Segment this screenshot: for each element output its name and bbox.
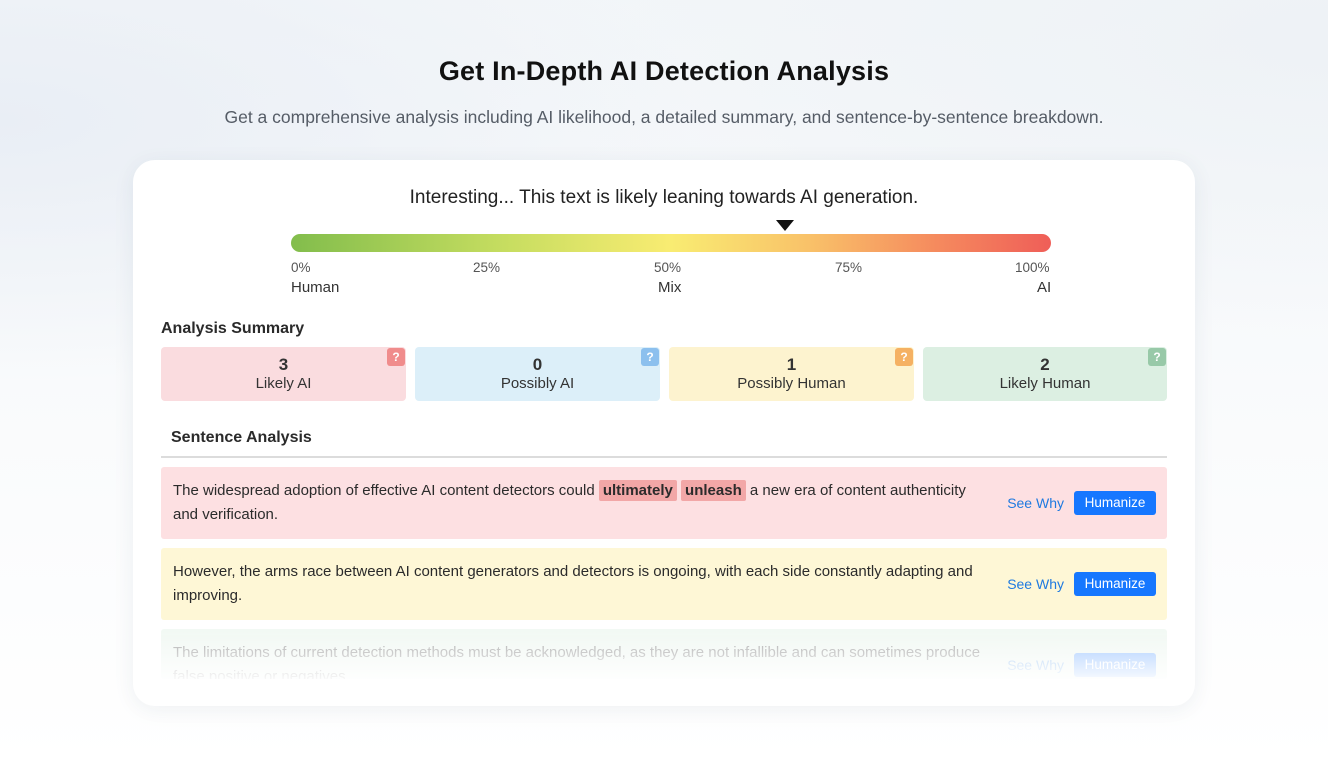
highlighted-word: unleash bbox=[681, 480, 746, 501]
summary-likely-ai: 3 Likely AI ? bbox=[161, 347, 406, 401]
gauge-tick-25: 25% bbox=[473, 260, 501, 275]
likelihood-marker-icon bbox=[776, 220, 794, 231]
sentence-text-part: a new era of content authenticity and ve… bbox=[173, 482, 966, 523]
summary-label: Likely Human bbox=[999, 375, 1091, 392]
humanize-button[interactable]: Humanize bbox=[1074, 572, 1156, 596]
sentence-row-possibly-human: However, the arms race between AI conten… bbox=[161, 548, 1167, 620]
sentence-text-part: The widespread adoption of effective AI … bbox=[173, 482, 599, 499]
help-icon[interactable]: ? bbox=[895, 348, 913, 366]
page-subtitle: Get a comprehensive analysis including A… bbox=[224, 107, 1104, 127]
humanize-button[interactable]: Humanize bbox=[1074, 653, 1156, 677]
verdict-text: Interesting... This text is likely leani… bbox=[409, 187, 919, 208]
summary-possibly-human: 1 Possibly Human ? bbox=[669, 347, 914, 401]
summary-label: Likely AI bbox=[255, 375, 312, 392]
humanize-button[interactable]: Humanize bbox=[1074, 491, 1156, 515]
summary-likely-human: 2 Likely Human ? bbox=[923, 347, 1167, 401]
gauge-tick-0: 0% bbox=[291, 260, 311, 275]
help-icon[interactable]: ? bbox=[641, 348, 659, 366]
summary-count: 2 bbox=[1040, 355, 1050, 374]
summary-count: 0 bbox=[532, 355, 543, 374]
gauge-label-mix: Mix bbox=[658, 279, 682, 296]
sentence-analysis-heading: Sentence Analysis bbox=[171, 429, 312, 446]
summary-label: Possibly Human bbox=[737, 375, 846, 392]
summary-count: 1 bbox=[786, 355, 797, 374]
ai-likelihood-gauge bbox=[291, 234, 1051, 252]
analysis-summary-heading: Analysis Summary bbox=[161, 320, 305, 337]
sentence-row-likely-ai: The widespread adoption of effective AI … bbox=[161, 467, 1167, 539]
sentence-text: The widespread adoption of effective AI … bbox=[173, 479, 973, 527]
highlighted-word: ultimately bbox=[598, 480, 677, 501]
summary-count: 3 bbox=[278, 355, 289, 374]
gauge-tick-100: 100% bbox=[1015, 260, 1050, 275]
gauge-label-human: Human bbox=[291, 279, 340, 296]
summary-possibly-ai: 0 Possibly AI ? bbox=[415, 347, 660, 401]
help-icon[interactable]: ? bbox=[387, 348, 405, 366]
section-divider bbox=[161, 456, 1167, 458]
see-why-link[interactable]: See Why bbox=[1007, 495, 1064, 511]
analysis-card: Interesting... This text is likely leani… bbox=[133, 160, 1195, 706]
sentence-text: The limitations of current detection met… bbox=[173, 644, 981, 679]
sentence-text: However, the arms race between AI conten… bbox=[173, 563, 973, 604]
sentence-row-likely-human: The limitations of current detection met… bbox=[161, 629, 1167, 679]
see-why-link[interactable]: See Why bbox=[1007, 576, 1064, 592]
page-title: Get In-Depth AI Detection Analysis bbox=[438, 56, 890, 86]
gauge-tick-75: 75% bbox=[835, 260, 863, 275]
gauge-tick-50: 50% bbox=[654, 260, 682, 275]
see-why-link[interactable]: See Why bbox=[1007, 657, 1064, 673]
help-icon[interactable]: ? bbox=[1148, 348, 1166, 366]
gauge-label-ai: AI bbox=[1037, 279, 1052, 296]
summary-label: Possibly AI bbox=[500, 375, 575, 392]
